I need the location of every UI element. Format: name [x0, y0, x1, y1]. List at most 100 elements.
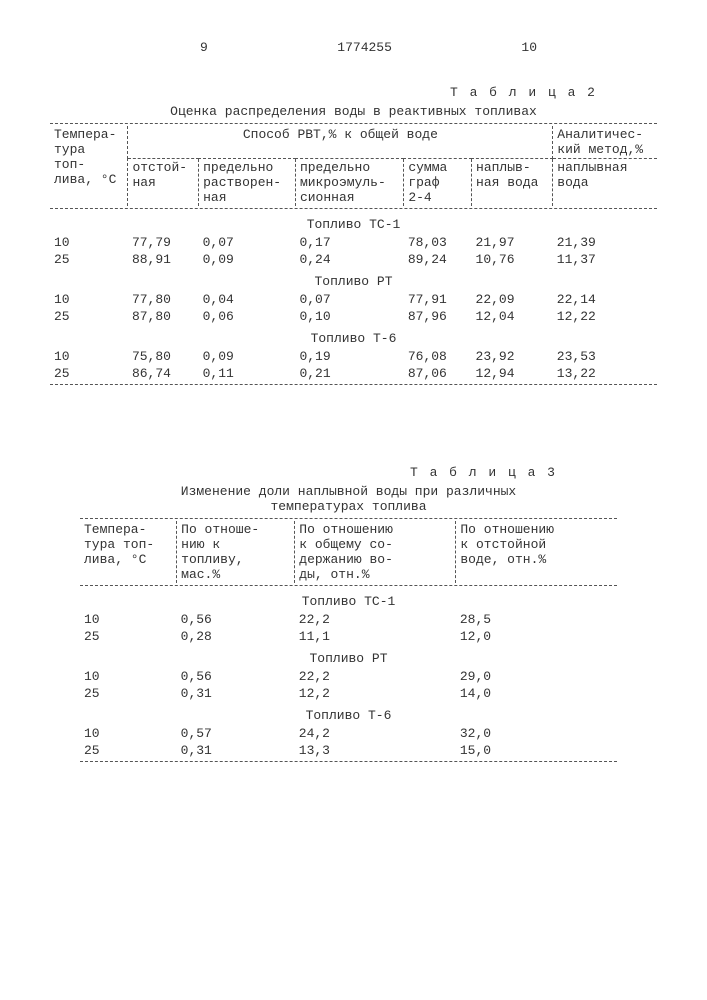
table-2-container: Т а б л и ц а 2 Оценка распределения вод… [50, 85, 657, 385]
document-number: 1774255 [337, 40, 392, 55]
col-to-settled: По отношению к отстойной воде, отн.% [456, 521, 617, 583]
table-cell: 0,10 [295, 308, 403, 325]
table-2-header-row-1: Темпера- тура топ- лива, °С Способ РВТ,%… [50, 126, 657, 159]
table-cell: 77,91 [404, 291, 472, 308]
col-to-fuel: По отноше- нию к топливу, мас.% [177, 521, 295, 583]
table-cell: 75,80 [128, 348, 199, 365]
col-temperature: Темпера- тура топ- лива, °С [80, 521, 177, 583]
table-cell: 21,39 [553, 234, 657, 251]
col-method-group: Способ РВТ,% к общей воде [128, 126, 553, 159]
col-influx-analytical: наплывная вода [553, 159, 657, 207]
table-cell: 0,31 [177, 685, 295, 702]
table-cell: 14,0 [456, 685, 617, 702]
table-cell: 86,74 [128, 365, 199, 382]
table-3-header-row: Темпера- тура топ- лива, °С По отноше- н… [80, 521, 617, 583]
table-cell: 0,09 [199, 251, 296, 268]
table-cell: 0,21 [295, 365, 403, 382]
table-cell: 13,3 [295, 742, 456, 759]
section-title-cell: Топливо ТС-1 [50, 211, 657, 234]
table-3-caption: Изменение доли наплывной воды при различ… [80, 484, 617, 514]
table-cell: 12,04 [472, 308, 553, 325]
table-cell: 23,92 [472, 348, 553, 365]
table-cell: 12,22 [553, 308, 657, 325]
table-cell: 13,22 [553, 365, 657, 382]
divider [50, 208, 657, 209]
table-cell: 10,76 [472, 251, 553, 268]
table-3: Темпера- тура топ- лива, °С По отноше- н… [80, 521, 617, 759]
table-row: 2588,910,090,2489,2410,7611,37 [50, 251, 657, 268]
table-row: 1077,800,040,0777,9122,0922,14 [50, 291, 657, 308]
col-influx: наплыв- ная вода [472, 159, 553, 207]
table-cell: 22,14 [553, 291, 657, 308]
table-cell: 77,79 [128, 234, 199, 251]
table-cell: 12,2 [295, 685, 456, 702]
table-3-label: Т а б л и ц а 3 [80, 465, 557, 480]
table-cell: 78,03 [404, 234, 472, 251]
divider [80, 761, 617, 762]
section-title-cell: Топливо Т-6 [80, 702, 617, 725]
table-2-header-row-2: отстой- ная предельно растворен- ная пре… [50, 159, 657, 207]
divider [50, 123, 657, 124]
col-settled: отстой- ная [128, 159, 199, 207]
table-cell: 0,07 [295, 291, 403, 308]
table-cell: 77,80 [128, 291, 199, 308]
table-cell: 25 [80, 742, 177, 759]
table-cell: 12,0 [456, 628, 617, 645]
table-cell: 28,5 [456, 611, 617, 628]
table-cell: 87,80 [128, 308, 199, 325]
table-cell: 87,06 [404, 365, 472, 382]
table-cell: 22,2 [295, 611, 456, 628]
col-dissolved: предельно растворен- ная [199, 159, 296, 207]
table-cell: 12,94 [472, 365, 553, 382]
section-title-cell: Топливо ТС-1 [80, 588, 617, 611]
table-cell: 0,31 [177, 742, 295, 759]
table-cell: 25 [50, 365, 128, 382]
table-row: 100,5622,228,5 [80, 611, 617, 628]
col-to-total: По отношению к общему со- держанию во- д… [295, 521, 456, 583]
table-cell: 10 [50, 291, 128, 308]
table-cell: 87,96 [404, 308, 472, 325]
table-cell: 21,97 [472, 234, 553, 251]
table-cell: 11,1 [295, 628, 456, 645]
table-cell: 23,53 [553, 348, 657, 365]
table-cell: 0,11 [199, 365, 296, 382]
table-2-caption: Оценка распределения воды в реактивных т… [50, 104, 657, 119]
divider [80, 585, 617, 586]
page-header: 9 1774255 10 [50, 40, 657, 55]
table-row: 100,5622,229,0 [80, 668, 617, 685]
table-cell: 0,09 [199, 348, 296, 365]
table-cell: 0,07 [199, 234, 296, 251]
table-cell: 0,06 [199, 308, 296, 325]
table-cell: 76,08 [404, 348, 472, 365]
table-row: 2587,800,060,1087,9612,0412,22 [50, 308, 657, 325]
table-cell: 25 [80, 685, 177, 702]
table-section-title: Топливо Т-6 [50, 325, 657, 348]
page-number-left: 9 [200, 40, 208, 55]
table-cell: 0,04 [199, 291, 296, 308]
section-title-cell: Топливо РТ [50, 268, 657, 291]
table-cell: 32,0 [456, 725, 617, 742]
table-cell: 25 [80, 628, 177, 645]
col-microemulsion: предельно микроэмуль- сионная [295, 159, 403, 207]
table-cell: 22,2 [295, 668, 456, 685]
table-cell: 10 [80, 611, 177, 628]
table-row: 250,3112,214,0 [80, 685, 617, 702]
table-row: 1075,800,090,1976,0823,9223,53 [50, 348, 657, 365]
table-cell: 24,2 [295, 725, 456, 742]
col-analytical: Аналитичес- кий метод,% [553, 126, 657, 159]
table-cell: 29,0 [456, 668, 617, 685]
table-row: 100,5724,232,0 [80, 725, 617, 742]
table-cell: 22,09 [472, 291, 553, 308]
col-temperature: Темпера- тура топ- лива, °С [50, 126, 128, 206]
table-cell: 10 [50, 234, 128, 251]
section-title-cell: Топливо РТ [80, 645, 617, 668]
table-cell: 0,57 [177, 725, 295, 742]
table-section-title: Топливо РТ [50, 268, 657, 291]
table-cell: 0,19 [295, 348, 403, 365]
table-2-label: Т а б л и ц а 2 [50, 85, 597, 100]
divider [80, 518, 617, 519]
table-row: 250,2811,112,0 [80, 628, 617, 645]
table-row: 1077,790,070,1778,0321,9721,39 [50, 234, 657, 251]
divider [50, 384, 657, 385]
table-cell: 0,24 [295, 251, 403, 268]
